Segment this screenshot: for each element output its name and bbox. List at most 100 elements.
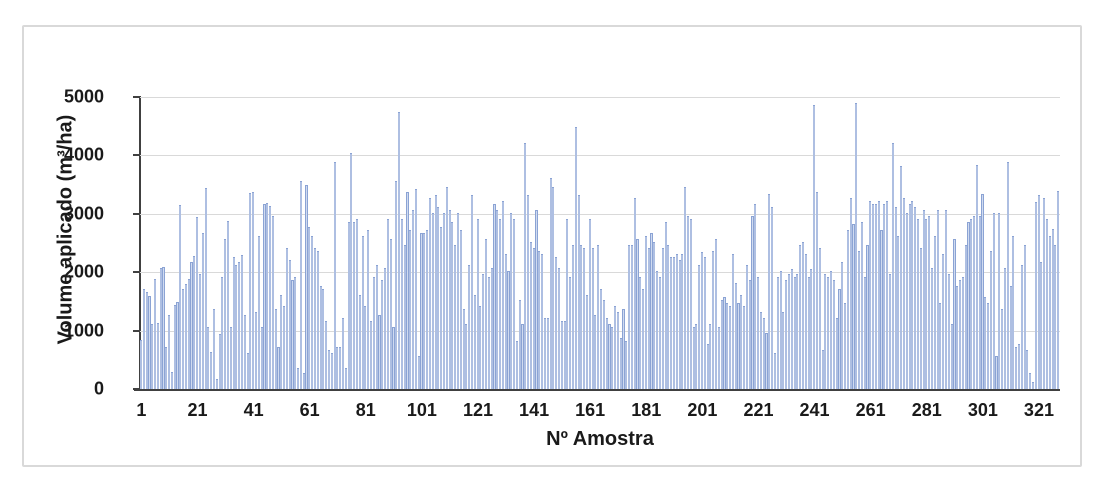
bar-sample-228 [776, 277, 779, 389]
bar-sample-114 [456, 212, 460, 389]
gridline-y-2000 [140, 272, 1060, 274]
bar-sample-72 [339, 347, 342, 389]
bar-sample-58 [299, 180, 302, 389]
bar-sample-41 [252, 191, 255, 389]
bar-sample-309 [1003, 268, 1006, 389]
bar-sample-283 [930, 268, 934, 389]
bar-sample-267 [886, 201, 889, 389]
bar-sample-216 [743, 306, 746, 389]
x-tick-label-81: 81 [355, 400, 376, 420]
bar-sample-86 [378, 315, 381, 389]
bar-sample-185 [656, 271, 659, 389]
bar-sample-191 [672, 256, 676, 389]
bar-sample-250 [838, 288, 841, 389]
bar-sample-38 [243, 315, 246, 389]
bar-sample-85 [375, 265, 378, 389]
x-tick-label-121: 121 [462, 400, 494, 420]
bar-sample-219 [751, 215, 754, 389]
bar-sample-248 [832, 279, 835, 389]
bar-sample-5 [151, 323, 154, 389]
chart-frame [22, 25, 1082, 467]
bar-sample-18 [187, 279, 190, 389]
bar-sample-221 [757, 277, 760, 389]
bar-sample-150 [557, 268, 561, 389]
bar-sample-136 [518, 300, 521, 389]
bar-sample-320 [1034, 202, 1037, 389]
bar-sample-78 [355, 218, 359, 389]
bar-sample-236 [799, 244, 802, 389]
plot-area [140, 97, 1060, 389]
bar-sample-201 [700, 251, 704, 389]
y-tick-label-0: 0 [93, 378, 104, 399]
bar-sample-8 [159, 268, 162, 389]
x-axis-line [134, 389, 1060, 391]
bar-sample-96 [406, 192, 409, 389]
bar-sample-291 [953, 239, 956, 389]
bar-sample-200 [698, 265, 701, 389]
bar-sample-249 [835, 317, 838, 389]
bar-sample-62 [311, 236, 314, 389]
bar-sample-93 [398, 111, 401, 389]
bar-sample-130 [501, 201, 504, 389]
bar-sample-312 [1012, 236, 1015, 389]
bar-sample-153 [566, 218, 569, 389]
bar-sample-100 [417, 355, 420, 389]
bar-sample-209 [723, 297, 726, 389]
bar-sample-326 [1051, 228, 1054, 389]
bar-sample-165 [600, 288, 603, 389]
bar-sample-288 [945, 209, 948, 389]
bar-sample-285 [936, 209, 939, 389]
bar-sample-131 [504, 253, 507, 389]
bar-sample-179 [639, 277, 642, 389]
bar-sample-169 [611, 326, 614, 389]
bar-sample-45 [263, 204, 266, 389]
bar-sample-147 [549, 177, 552, 389]
bar-sample-280 [922, 209, 925, 389]
bar-sample-161 [588, 218, 591, 389]
bar-sample-317 [1026, 350, 1029, 389]
bar-sample-50 [277, 347, 280, 389]
bar-sample-286 [939, 303, 942, 389]
bar-sample-220 [754, 204, 757, 389]
bar-sample-76 [350, 152, 353, 389]
bar-sample-95 [403, 244, 406, 389]
bar-sample-32 [226, 220, 230, 389]
bar-sample-259 [863, 277, 866, 389]
bar-sample-174 [625, 341, 628, 389]
y-tick-mark-3000 [133, 212, 139, 215]
bar-sample-63 [313, 247, 316, 389]
bar-sample-27 [212, 309, 216, 389]
bar-sample-323 [1043, 198, 1046, 389]
y-tick-label-1000: 1000 [63, 320, 104, 341]
bar-sample-202 [703, 256, 706, 389]
bar-sample-319 [1031, 382, 1035, 389]
bar-sample-22 [198, 273, 201, 389]
bar-sample-134 [513, 218, 516, 389]
x-tick-label-141: 141 [519, 400, 550, 420]
bar-sample-170 [614, 306, 617, 389]
bar-sample-11 [168, 315, 171, 389]
bar-sample-261 [869, 201, 872, 389]
bar-sample-152 [563, 320, 566, 389]
bar-sample-275 [908, 204, 911, 389]
bar-sample-215 [740, 294, 743, 389]
bar-sample-226 [771, 206, 774, 389]
bar-sample-23 [201, 233, 204, 389]
bar-sample-157 [577, 195, 580, 389]
bar-sample-237 [801, 242, 805, 389]
x-tick-label-221: 221 [743, 400, 774, 420]
bar-sample-166 [602, 300, 605, 389]
bar-sample-269 [891, 142, 894, 389]
bar-sample-281 [925, 218, 928, 389]
bar-sample-132 [507, 271, 510, 389]
bar-sample-106 [434, 195, 437, 389]
bar-sample-206 [715, 239, 718, 389]
x-tick-label-41: 41 [243, 400, 264, 420]
bar-sample-119 [470, 195, 474, 389]
bar-sample-194 [681, 253, 684, 389]
bar-sample-126 [490, 268, 493, 389]
bar-sample-110 [445, 186, 448, 389]
bar-sample-103 [426, 230, 429, 389]
bar-sample-15 [179, 205, 182, 389]
